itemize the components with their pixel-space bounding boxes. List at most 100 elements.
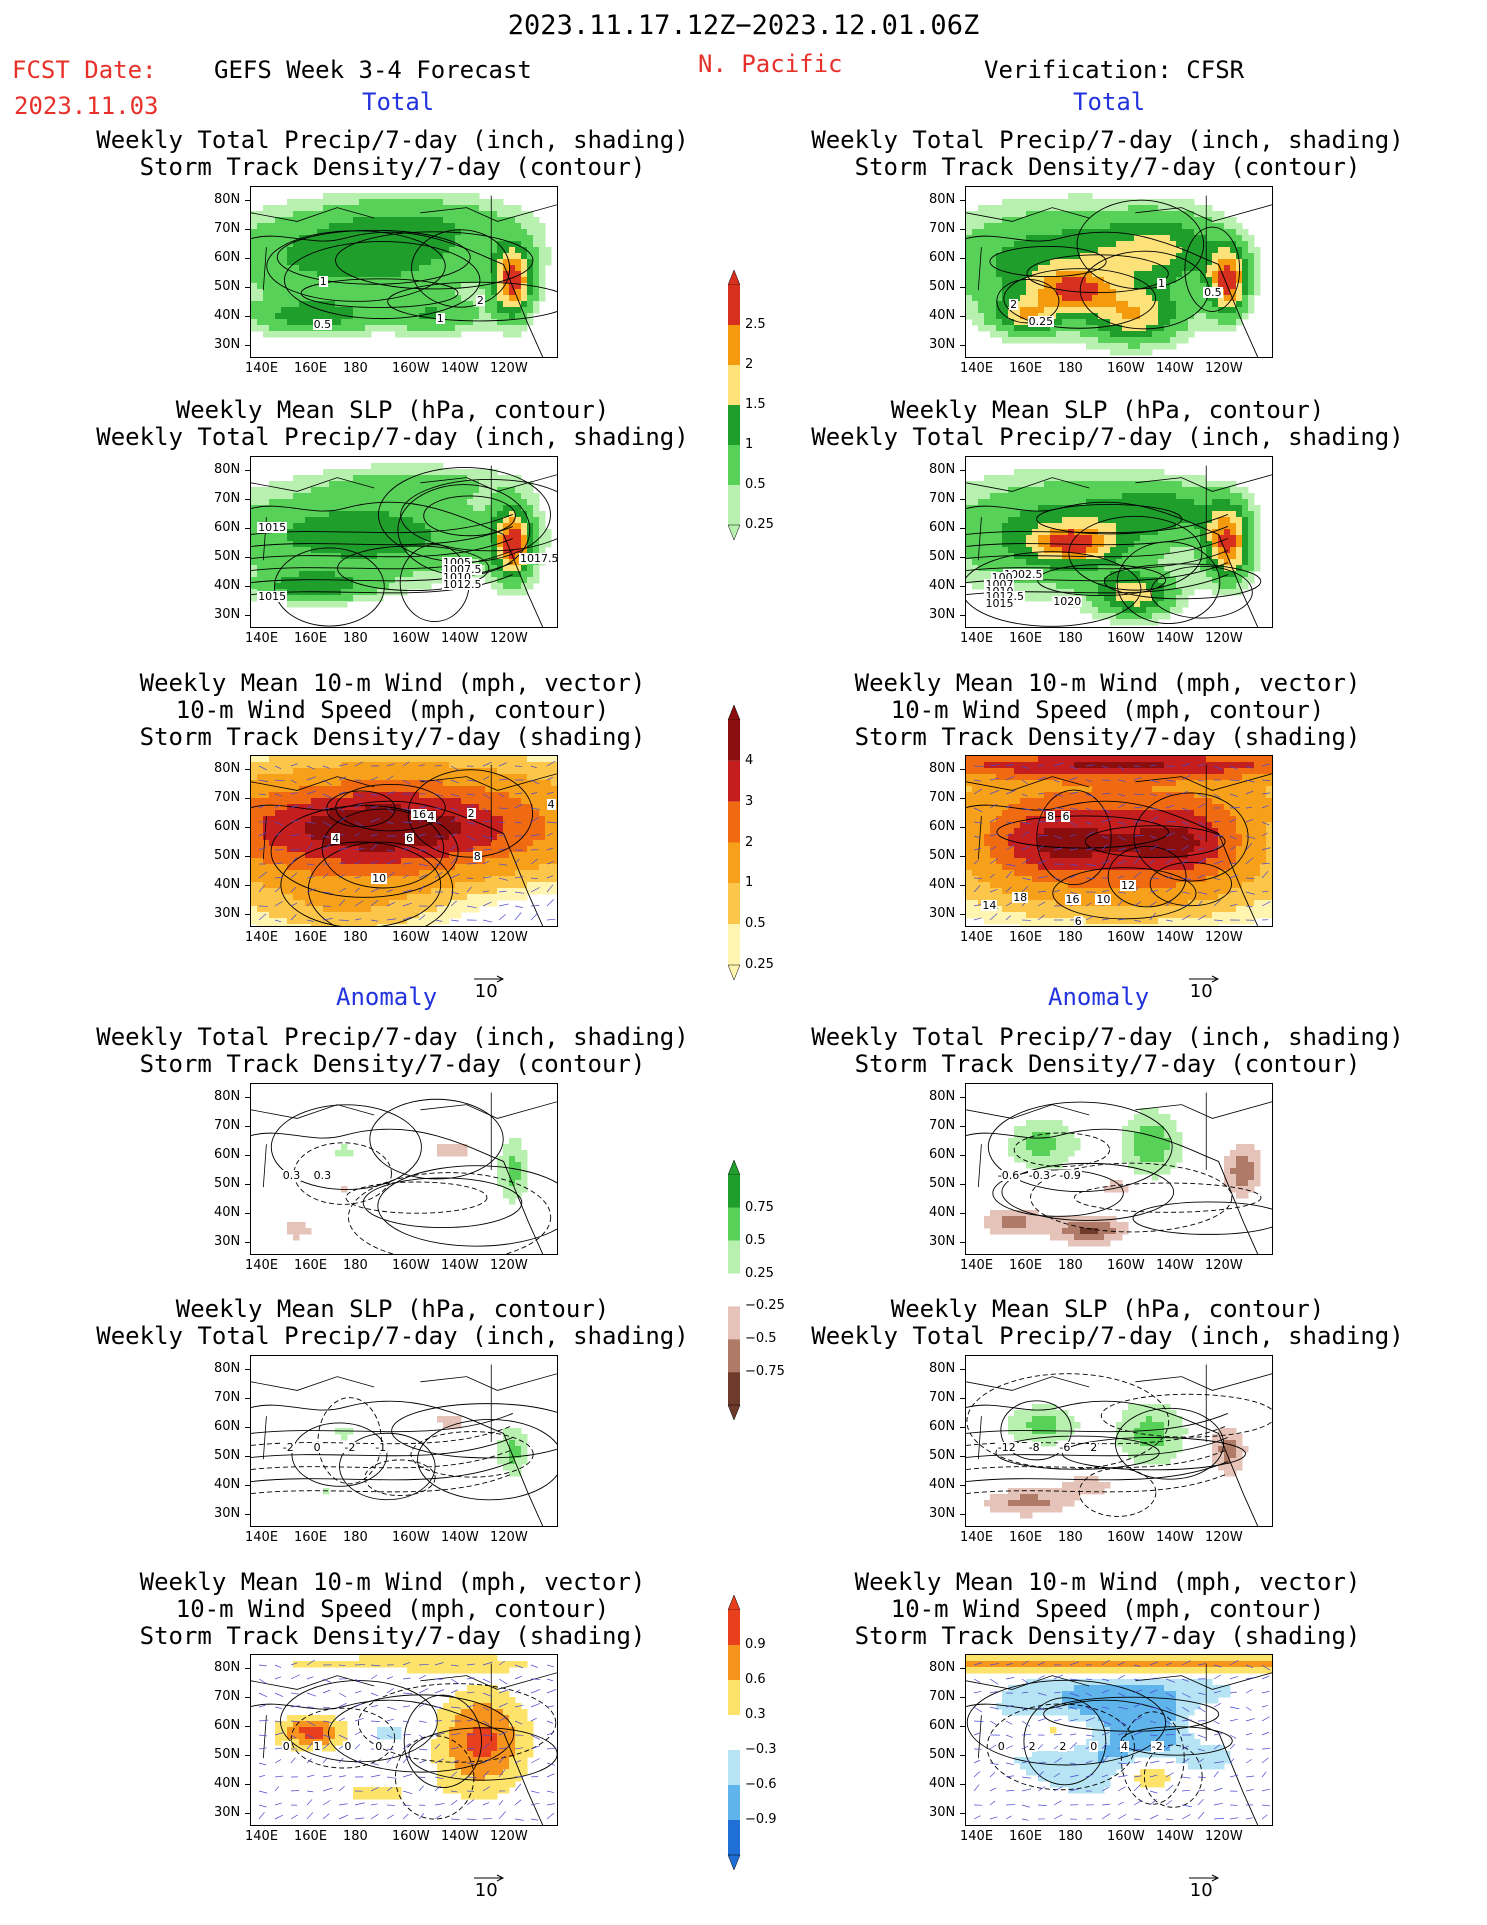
contour-label: 1017.5 <box>518 552 558 566</box>
lon-tick-label: 120W <box>1205 631 1243 646</box>
lat-tick-label: 50N <box>929 279 956 294</box>
tick-mark <box>960 1485 965 1486</box>
tick-mark <box>245 1126 250 1127</box>
tick-mark <box>245 1213 250 1214</box>
contour-label: -2 <box>1150 1740 1164 1753</box>
lat-tick-label: 70N <box>929 790 956 805</box>
colorbar-storm-anom-label: −0.9 <box>745 1812 777 1827</box>
contour-label: 4 <box>426 810 436 824</box>
lat-tick-label: 50N <box>929 848 956 863</box>
lon-tick-label: 180 <box>343 1829 368 1844</box>
panel-title: Weekly Total Precip/7-day (inch, shading… <box>96 1023 689 1051</box>
map-plot <box>966 1364 1272 1526</box>
tick-mark <box>245 885 250 886</box>
lat-tick-label: 60N <box>214 1147 241 1162</box>
panel-title: Storm Track Density/7-day (contour) <box>139 1050 646 1078</box>
contour-label: 12 <box>1120 878 1136 892</box>
map-panel-verification-anom-slp: -12 -8 -6 2 <box>965 1355 1273 1527</box>
tick-mark <box>245 1726 250 1727</box>
lat-tick-label: 50N <box>214 279 241 294</box>
tick-mark <box>960 914 965 915</box>
vector-reference-arrow <box>1187 1868 1221 1887</box>
contour-label: 1015 <box>257 590 288 604</box>
colorbar-storm-total-label: 4 <box>745 752 754 768</box>
lon-tick-label: 160W <box>392 361 430 376</box>
lon-tick-label: 160W <box>392 1829 430 1844</box>
tick-mark <box>245 200 250 201</box>
lon-tick-label: 160W <box>392 631 430 646</box>
tick-mark <box>960 229 965 230</box>
lat-tick-label: 60N <box>929 1147 956 1162</box>
colorbar-precip-anom-label: 0.25 <box>745 1265 774 1281</box>
tick-mark <box>960 1514 965 1515</box>
lon-tick-label: 120W <box>490 1530 528 1545</box>
contour-label: 8 <box>472 849 482 863</box>
lat-tick-label: 70N <box>929 1689 956 1704</box>
tick-mark <box>245 1369 250 1370</box>
lat-tick-label: 80N <box>214 1089 241 1104</box>
lon-tick-label: 180 <box>343 1530 368 1545</box>
tick-mark <box>245 1668 250 1669</box>
lat-tick-label: 30N <box>214 1234 241 1249</box>
contour-label: 1015 <box>257 521 288 535</box>
panel-title: Weekly Mean 10-m Wind (mph, vector) <box>854 1568 1361 1596</box>
lat-tick-label: 30N <box>929 607 956 622</box>
lon-tick-label: 140E <box>960 361 994 376</box>
lat-tick-label: 30N <box>214 906 241 921</box>
map-plot <box>251 1092 557 1254</box>
contour-label: 100 <box>990 571 1014 585</box>
colorbar-storm-anom-label: 0.9 <box>745 1637 766 1652</box>
tick-mark <box>960 798 965 799</box>
map-panel-forecast-total-slp: 1015 1015 1005 1007.5 1010 1012.5 1017.5 <box>250 456 558 628</box>
tick-mark <box>960 470 965 471</box>
contour-label: 10 <box>1095 892 1112 906</box>
panel-title: 10-m Wind Speed (mph, contour) <box>890 696 1325 724</box>
panel-title: Weekly Mean SLP (hPa, contour) <box>890 396 1325 424</box>
lon-tick-label: 180 <box>1058 361 1083 376</box>
lat-tick-label: 60N <box>214 1419 241 1434</box>
lon-tick-label: 180 <box>1058 930 1083 945</box>
vector-reference-arrow <box>472 1868 506 1887</box>
contour-label: 0 <box>312 1441 322 1454</box>
lon-tick-label: 160E <box>294 930 328 945</box>
tick-mark <box>245 1813 250 1814</box>
tick-mark <box>245 499 250 500</box>
map-panel-forecast-anom-slp: -2 0 -2 -1 <box>250 1355 558 1527</box>
lon-tick-label: 140E <box>960 1530 994 1545</box>
contour-label: 8 <box>1046 810 1056 824</box>
lon-tick-label: 120W <box>490 1258 528 1273</box>
lon-tick-label: 120W <box>490 930 528 945</box>
lat-tick-label: 70N <box>214 1118 241 1133</box>
lon-tick-label: 140E <box>245 930 279 945</box>
map-panel-forecast-total-precip: 1 2 1 0.5 <box>250 186 558 358</box>
tick-mark <box>245 1514 250 1515</box>
lat-tick-label: 40N <box>214 1477 241 1492</box>
contour-label: 2 <box>1089 1441 1099 1454</box>
lat-tick-label: 80N <box>214 192 241 207</box>
lon-tick-label: 160E <box>1009 631 1043 646</box>
tick-mark <box>960 1784 965 1785</box>
tick-mark <box>245 769 250 770</box>
tick-mark <box>245 287 250 288</box>
lon-tick-label: 140E <box>960 1258 994 1273</box>
lat-tick-label: 50N <box>214 1747 241 1762</box>
panel-title: Weekly Total Precip/7-day (inch, shading… <box>96 1322 689 1350</box>
fcst-date-value: 2023.11.03 <box>14 92 159 120</box>
lon-tick-label: 160E <box>1009 1829 1043 1844</box>
lat-tick-label: 50N <box>214 549 241 564</box>
lat-tick-label: 60N <box>214 819 241 834</box>
lon-tick-label: 160E <box>1009 361 1043 376</box>
tick-mark <box>960 1369 965 1370</box>
tick-mark <box>245 1398 250 1399</box>
tick-mark <box>245 229 250 230</box>
map-plot <box>251 193 557 357</box>
lat-tick-label: 50N <box>929 549 956 564</box>
tick-mark <box>960 499 965 500</box>
tick-mark <box>245 856 250 857</box>
lon-tick-label: 180 <box>343 1258 368 1273</box>
lat-tick-label: 40N <box>929 877 956 892</box>
lon-tick-label: 160W <box>392 1258 430 1273</box>
lat-tick-label: 70N <box>214 221 241 236</box>
date-range: 2023.11.17.12Z−2023.12.01.06Z <box>507 10 980 41</box>
